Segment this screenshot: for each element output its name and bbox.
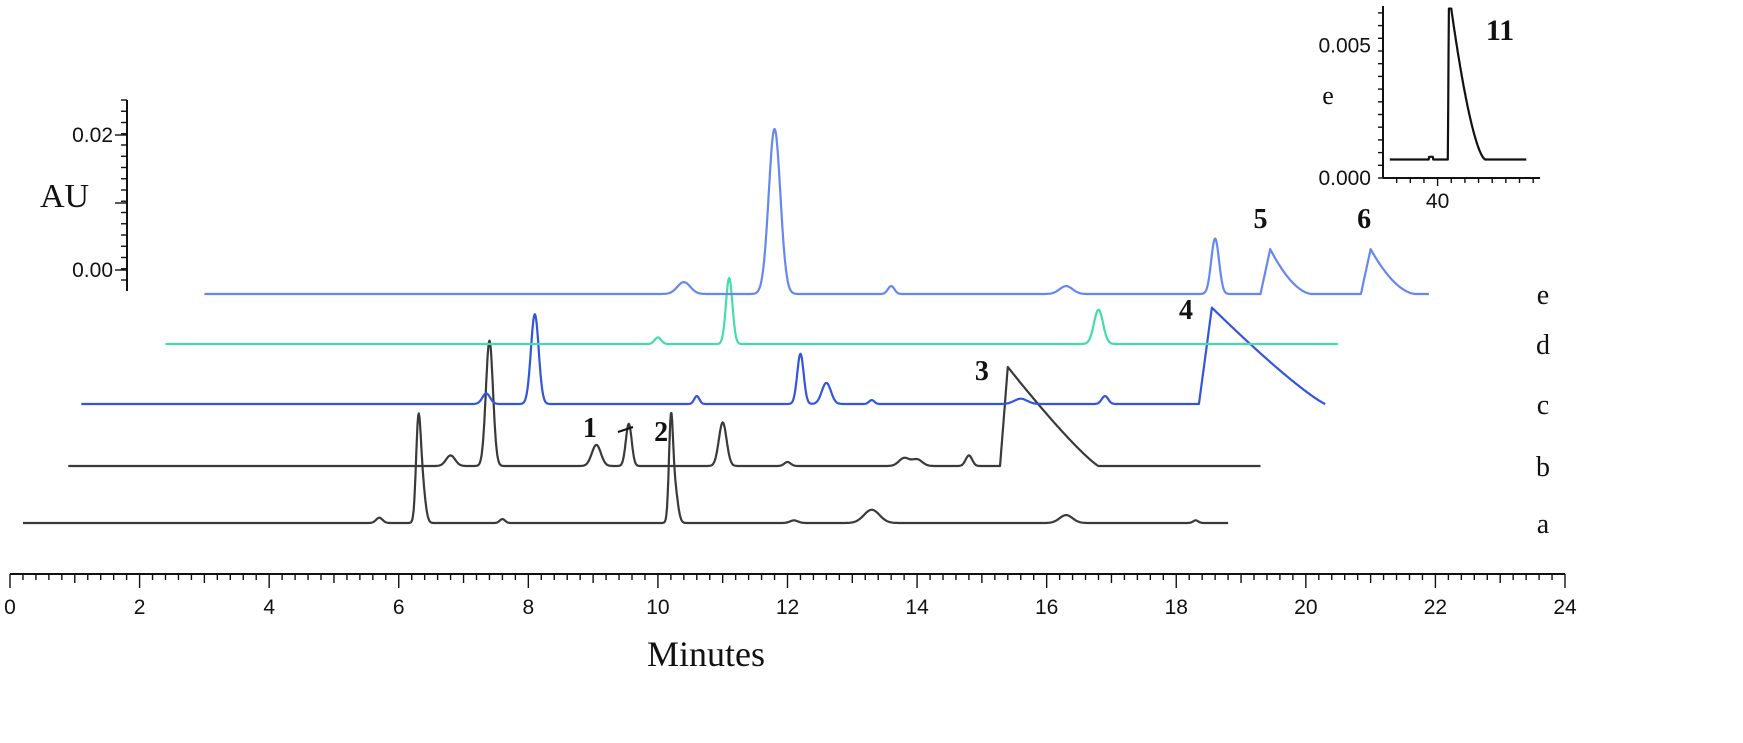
x-tick-label: 20 xyxy=(1294,596,1317,619)
y-axis-title: AU xyxy=(40,178,89,215)
trace-label-e: e xyxy=(1537,280,1549,311)
y-tick-label: 0.02 xyxy=(72,124,113,147)
trace-label-a: a xyxy=(1537,509,1550,540)
x-tick-label: 16 xyxy=(1035,596,1058,619)
traces xyxy=(22,127,1430,525)
x-tick-label: 2 xyxy=(134,596,146,619)
trace-label-b: b xyxy=(1536,452,1550,483)
trace-label-d: d xyxy=(1536,330,1550,361)
trace-e xyxy=(203,127,1430,296)
inset-y-title: e xyxy=(1322,81,1334,110)
x-tick-label: 6 xyxy=(393,596,405,619)
x-tick-label: 10 xyxy=(646,596,669,619)
trace-b xyxy=(67,339,1261,468)
trace-label-c: c xyxy=(1537,390,1549,421)
inset-chart: 0.005 0.000 40 e 11 xyxy=(1318,6,1540,213)
inset-peak-label: 11 xyxy=(1486,14,1514,47)
peak-label-4: 4 xyxy=(1179,295,1193,326)
trace-d xyxy=(165,276,1339,346)
x-tick-label: 22 xyxy=(1424,596,1447,619)
trace-c xyxy=(80,306,1326,406)
x-tick-label: 4 xyxy=(263,596,275,619)
peak-label-2: 2 xyxy=(654,417,668,448)
x-axis-title: Minutes xyxy=(647,634,765,674)
x-tick-label: 18 xyxy=(1165,596,1188,619)
inset-x-tick-label: 40 xyxy=(1426,190,1449,213)
inset-y-tick-label: 0.000 xyxy=(1318,167,1371,190)
inset-y-tick-label: 0.005 xyxy=(1318,35,1371,58)
peak-2-leader xyxy=(617,426,634,433)
x-tick-label: 14 xyxy=(905,596,929,619)
x-tick-label: 24 xyxy=(1553,596,1577,619)
peak-label-3: 3 xyxy=(975,356,989,387)
peak-label-1: 1 xyxy=(583,413,597,444)
inset-trace-e xyxy=(1389,7,1528,161)
peak-label-6: 6 xyxy=(1357,204,1371,235)
trace-a xyxy=(22,412,1229,525)
peak-label-5: 5 xyxy=(1253,204,1267,235)
x-tick-label: 8 xyxy=(522,596,534,619)
x-tick-label: 0 xyxy=(4,596,16,619)
x-tick-label: 12 xyxy=(776,596,799,619)
y-tick-label: 0.00 xyxy=(72,259,113,282)
